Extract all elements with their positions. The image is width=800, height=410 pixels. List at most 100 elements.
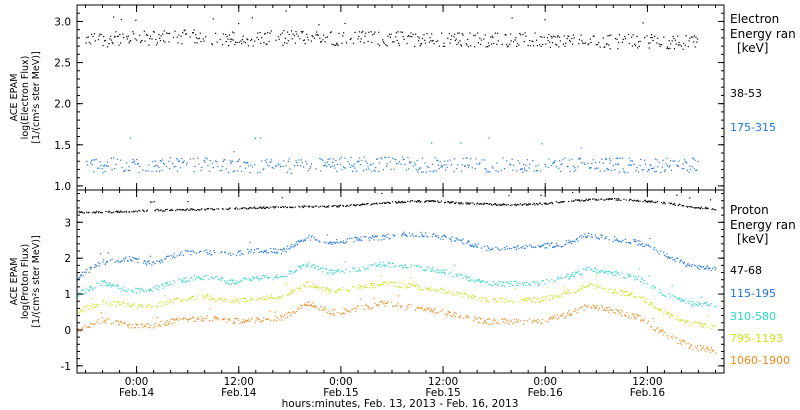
data-point xyxy=(264,250,266,252)
data-point xyxy=(484,298,486,300)
data-point xyxy=(642,298,644,300)
data-point xyxy=(265,207,267,209)
data-point xyxy=(461,164,463,166)
data-point xyxy=(490,285,492,287)
data-point xyxy=(104,170,106,173)
data-point xyxy=(680,298,682,300)
data-point xyxy=(668,40,670,42)
data-point xyxy=(257,276,259,278)
data-point xyxy=(501,203,503,205)
data-point xyxy=(668,202,670,204)
data-point xyxy=(535,246,537,248)
data-point xyxy=(405,308,407,311)
data-point xyxy=(588,267,590,269)
data-point xyxy=(156,165,158,167)
data-point xyxy=(95,303,97,305)
data-point xyxy=(138,257,140,260)
data-point xyxy=(544,19,546,21)
data-point xyxy=(594,168,596,170)
data-point xyxy=(136,159,138,161)
data-point xyxy=(86,326,88,328)
data-point xyxy=(624,238,626,240)
data-point xyxy=(167,32,169,34)
data-point xyxy=(629,198,631,200)
data-point xyxy=(510,40,512,42)
data-point xyxy=(596,305,598,307)
data-point xyxy=(224,299,226,301)
legend-title-line: Energy ran xyxy=(730,27,796,41)
data-point xyxy=(695,207,697,209)
data-point xyxy=(673,258,676,261)
data-point xyxy=(543,243,545,245)
data-point xyxy=(644,318,646,320)
data-point xyxy=(222,208,224,210)
data-point xyxy=(155,288,158,290)
data-point xyxy=(80,274,82,276)
data-point xyxy=(176,297,178,299)
data-point xyxy=(444,313,446,315)
data-point xyxy=(676,316,678,318)
data-point xyxy=(545,299,547,301)
data-point xyxy=(188,318,191,320)
data-point xyxy=(414,286,417,288)
data-point xyxy=(399,201,401,204)
data-point xyxy=(274,165,276,167)
data-point xyxy=(466,203,468,205)
data-point xyxy=(319,157,321,159)
data-point xyxy=(257,298,259,300)
data-point xyxy=(706,347,708,349)
data-point xyxy=(674,204,676,206)
data-point xyxy=(103,259,105,261)
data-point xyxy=(421,157,424,159)
data-point xyxy=(273,320,275,322)
data-point xyxy=(161,259,163,261)
data-point xyxy=(441,166,443,168)
data-point xyxy=(440,310,442,312)
data-point xyxy=(454,315,456,317)
data-point xyxy=(493,318,495,320)
data-point xyxy=(420,43,422,45)
data-point xyxy=(456,43,458,45)
data-point xyxy=(439,270,441,272)
data-point xyxy=(391,262,394,264)
data-point xyxy=(435,170,437,172)
data-point xyxy=(77,328,79,330)
data-point xyxy=(470,279,472,281)
data-point xyxy=(417,36,419,38)
data-point xyxy=(168,302,171,304)
data-point xyxy=(108,211,110,213)
data-point xyxy=(352,308,354,310)
data-point xyxy=(564,317,566,319)
data-point xyxy=(554,280,556,282)
data-point xyxy=(631,292,633,294)
data-point xyxy=(397,202,399,204)
data-point xyxy=(659,330,661,332)
data-point xyxy=(194,209,196,211)
data-point xyxy=(153,166,155,168)
y-tick-label: 2.5 xyxy=(54,58,71,70)
data-point xyxy=(689,345,692,347)
data-point xyxy=(519,34,522,36)
data-point xyxy=(489,171,491,173)
data-point xyxy=(372,286,374,289)
data-point xyxy=(483,246,485,248)
data-point xyxy=(360,203,362,206)
data-point xyxy=(178,160,180,162)
data-point xyxy=(172,317,174,319)
data-point xyxy=(501,248,503,250)
data-point xyxy=(640,277,643,279)
data-point xyxy=(650,37,652,39)
data-point xyxy=(247,319,249,321)
data-point xyxy=(574,167,576,169)
data-point xyxy=(506,204,508,206)
data-point xyxy=(571,200,573,202)
data-point xyxy=(237,252,239,254)
data-point xyxy=(201,318,204,320)
data-point xyxy=(87,305,89,307)
data-point xyxy=(179,318,181,320)
data-point xyxy=(701,305,703,307)
data-point xyxy=(262,275,264,277)
data-point xyxy=(616,272,618,274)
data-point xyxy=(146,323,148,325)
data-point xyxy=(186,280,188,282)
